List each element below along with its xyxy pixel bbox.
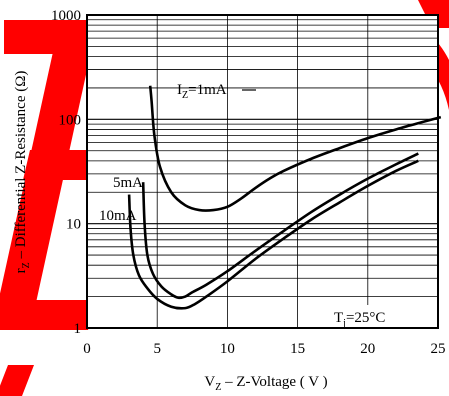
series-curve-2 [141, 152, 419, 300]
curves [127, 85, 442, 310]
plot-frame [86, 14, 439, 329]
series-curve-1 [148, 85, 442, 212]
plot-area [87, 15, 438, 328]
series-curve-3 [127, 159, 419, 310]
series-label-10mA: 10mA [99, 208, 137, 224]
x-tick-label: 20 [360, 341, 375, 357]
temperature-annotation: Tj=25°C [328, 305, 408, 329]
x-tick-label: 5 [153, 341, 161, 357]
series-label-5mA: 5mA [113, 175, 143, 191]
tick-labels: 0 5 10 15 20 25 1 10 100 1000 [51, 8, 446, 357]
y-tick-label: 10 [66, 217, 81, 233]
y-axis-label: rZ – Differential Z-Resistance (Ω) [13, 71, 32, 274]
series-labels: IZ=1mA 5mA 10mA [99, 82, 256, 224]
watermark-bar [0, 365, 34, 396]
x-tick-label: 0 [83, 341, 91, 357]
x-tick-label: 10 [220, 341, 235, 357]
x-tick-label: 25 [431, 341, 446, 357]
x-axis-label: VZ – Z-Voltage ( V ) [204, 374, 327, 393]
svg-text:Tj=25°C: Tj=25°C [334, 310, 385, 329]
x-tick-label: 15 [290, 341, 305, 357]
plot-background [87, 15, 438, 328]
series-label-1mA: IZ=1mA [177, 82, 227, 101]
y-tick-label: 1000 [51, 8, 81, 24]
y-tick-label: 100 [59, 112, 82, 128]
y-tick-label: 1 [74, 321, 82, 337]
